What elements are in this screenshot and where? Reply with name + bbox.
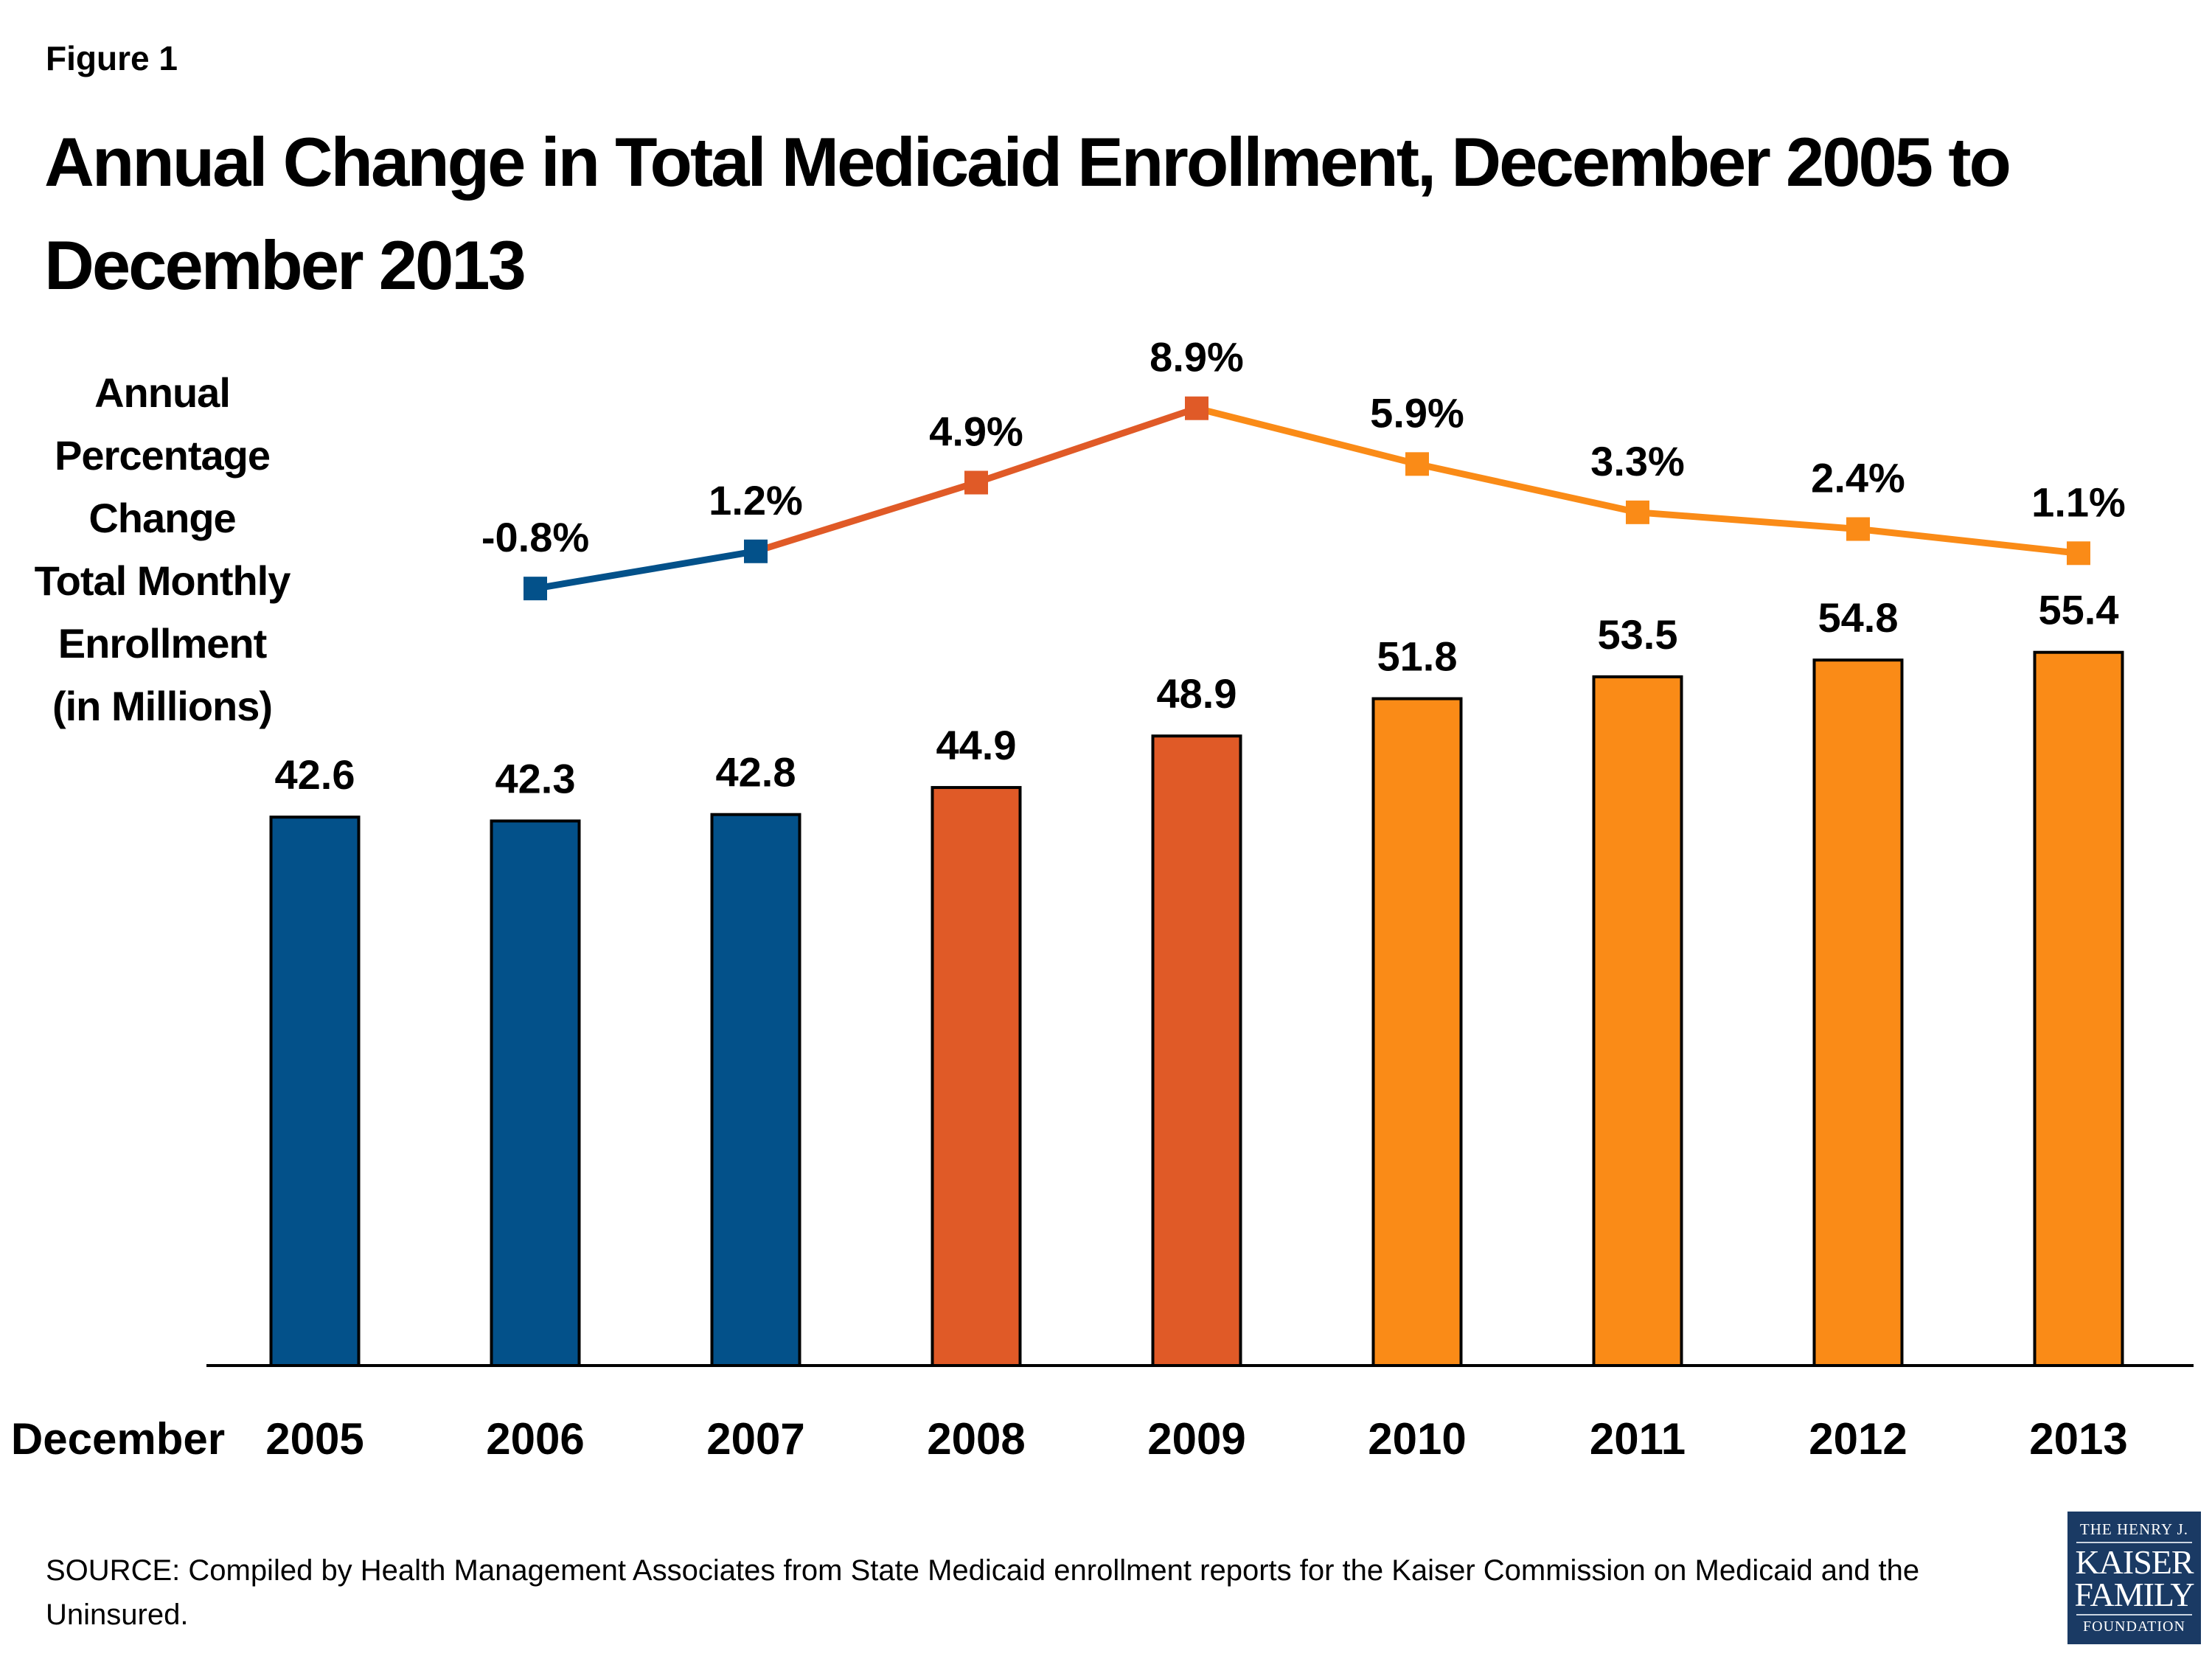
- bar: [2033, 650, 2124, 1367]
- logo-line: FOUNDATION: [2083, 1618, 2185, 1635]
- figure-label: Figure 1: [46, 39, 178, 77]
- bar: [1812, 658, 1904, 1367]
- line-segment: [975, 405, 1198, 486]
- x-tick-label: 2009: [1147, 1414, 1245, 1464]
- line-segment: [535, 548, 757, 592]
- bar: [710, 813, 801, 1368]
- bar-value-label: 55.4: [2039, 587, 2119, 633]
- line-segment: [754, 479, 978, 555]
- y-label-line: Percentage: [55, 432, 271, 479]
- kff-logo: THE HENRY J. KAISER FAMILY FOUNDATION: [2067, 1512, 2201, 1644]
- logo-line: FAMILY: [2074, 1576, 2194, 1613]
- line-value-label: 5.9%: [1370, 389, 1464, 436]
- line-segment: [1637, 509, 1859, 533]
- bar-value-label: 48.9: [1157, 670, 1237, 717]
- y-label-line: (in Millions): [52, 683, 273, 729]
- x-tick-label: 2005: [265, 1414, 364, 1464]
- bar-value-label: 42.3: [495, 755, 576, 801]
- logo-line: THE HENRY J.: [2079, 1520, 2189, 1538]
- bar-value-label: 53.5: [1598, 611, 1678, 658]
- line-value-label: -0.8%: [481, 514, 589, 560]
- line-marker: [1405, 452, 1429, 476]
- line-marker: [1846, 517, 1870, 541]
- line-segment: [1195, 405, 1419, 467]
- y-label-line: Enrollment: [58, 620, 267, 667]
- line-value-label: 2.4%: [1811, 455, 1905, 501]
- y-label-line: Change: [88, 495, 236, 541]
- x-tick-label: 2012: [1809, 1414, 1907, 1464]
- line-marker: [1626, 500, 1649, 524]
- bar: [931, 786, 1022, 1367]
- x-axis-prefix: December: [11, 1414, 225, 1464]
- y-label-line: Annual: [94, 369, 231, 416]
- x-tick-label: 2006: [486, 1414, 584, 1464]
- line-value-label: 1.1%: [2031, 479, 2126, 525]
- source-note: SOURCE: Compiled by Health Management As…: [46, 1554, 1920, 1631]
- bar-value-label: 42.8: [716, 749, 796, 796]
- line-marker: [1185, 396, 1208, 420]
- bar-value-label: 44.9: [936, 722, 1017, 768]
- line-marker: [2067, 541, 2090, 566]
- line-marker: [744, 539, 768, 563]
- line-segment: [1857, 526, 2079, 557]
- line-marker: [964, 470, 988, 495]
- x-tick-label: 2007: [706, 1414, 804, 1464]
- x-tick-label: 2008: [927, 1414, 1025, 1464]
- y-label-line: Total Monthly: [34, 557, 291, 604]
- y-axis-label: Annual Percentage Change Total Monthly E…: [0, 361, 324, 737]
- line-value-label: 4.9%: [929, 408, 1023, 455]
- bar: [1371, 697, 1463, 1367]
- line-value-label: 8.9%: [1150, 334, 1244, 380]
- line-value-label: 1.2%: [709, 477, 803, 524]
- bar-value-label: 51.8: [1377, 633, 1458, 680]
- bar: [1151, 734, 1242, 1367]
- bar-value-label: 42.6: [275, 751, 355, 798]
- logo-line: KAISER: [2075, 1543, 2194, 1581]
- line-segment: [1416, 460, 1638, 516]
- line-marker: [524, 577, 547, 601]
- bar: [490, 819, 581, 1367]
- bar: [1592, 675, 1683, 1367]
- x-tick-label: 2013: [2029, 1414, 2127, 1464]
- chart-title: Annual Change in Total Medicaid Enrollme…: [44, 123, 2011, 304]
- line-value-label: 3.3%: [1590, 438, 1685, 484]
- x-tick-label: 2010: [1368, 1414, 1466, 1464]
- bar-value-label: 54.8: [1818, 594, 1899, 641]
- x-tick-label: 2011: [1590, 1414, 1686, 1464]
- bar: [269, 815, 361, 1367]
